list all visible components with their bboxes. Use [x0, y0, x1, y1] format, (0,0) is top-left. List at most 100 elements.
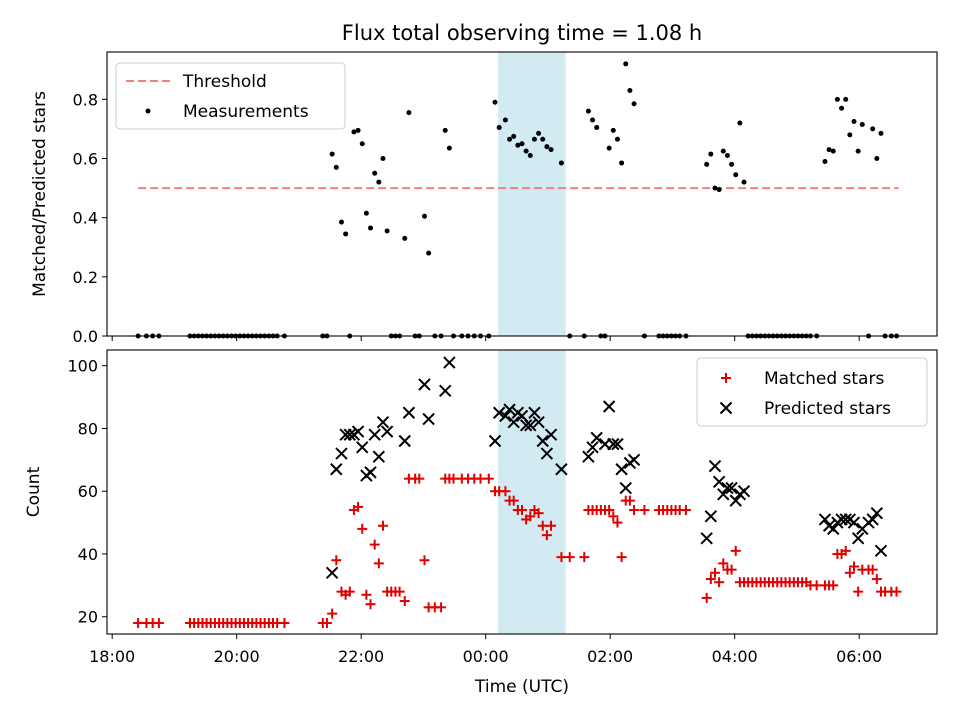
matched-star-point: [718, 558, 729, 569]
ratio-panel: 0.00.20.40.60.8 Matched/Predicted stars …: [30, 51, 938, 346]
measurement-point: [333, 164, 339, 170]
measurement-point: [502, 117, 508, 123]
cross-stroke: [704, 510, 718, 523]
count-legend: Matched stars Predicted stars: [696, 357, 928, 427]
measurement-point: [363, 210, 369, 216]
count-panel: 20 40 60 80 100 18:00 20:00 22:00 00:00 02:00 04:…: [24, 349, 938, 697]
measurement-point: [406, 110, 412, 116]
matched-star-point: [369, 539, 380, 550]
matched-star-point: [533, 508, 544, 519]
cross-stroke: [422, 412, 435, 426]
matched-star-point: [436, 602, 447, 613]
matched-star-point: [483, 473, 494, 484]
measurement-point: [712, 185, 718, 191]
measurement-point: [507, 136, 513, 142]
measurement-point: [558, 160, 564, 166]
cross-stroke: [866, 513, 879, 526]
measurement-point: [870, 126, 876, 132]
cross-stroke: [439, 384, 452, 398]
legend-predicted-label: Predicted stars: [764, 399, 891, 419]
predicted-star-point: [721, 481, 734, 495]
measurement-point: [847, 132, 853, 138]
measurement-point: [741, 179, 747, 185]
x-tick-label: 20:00: [214, 647, 260, 666]
cross-stroke: [380, 425, 394, 438]
predicted-star-point: [507, 415, 520, 429]
measurement-point: [540, 136, 546, 142]
measurement-point: [830, 148, 836, 154]
measurement-point: [733, 172, 739, 178]
measurement-point: [343, 231, 349, 237]
measurement-point: [376, 179, 382, 185]
predicted-star-point: [325, 566, 339, 580]
predicted-star-point: [343, 428, 356, 441]
matched-star-point: [629, 505, 640, 516]
measurement-point: [590, 117, 596, 123]
predicted-star-point: [870, 506, 884, 520]
matched-star-point: [361, 589, 372, 600]
predicted-star-point: [368, 428, 381, 441]
x-tick-label: 06:00: [836, 647, 882, 666]
predicted-star-point: [540, 447, 554, 460]
measurement-point: [631, 101, 637, 107]
cross-stroke: [532, 415, 545, 429]
matched-star-point: [639, 505, 650, 516]
predicted-star-point: [717, 488, 730, 501]
cross-stroke: [719, 401, 733, 415]
cross-stroke: [418, 378, 431, 391]
measurement-point: [708, 151, 714, 157]
measurement-point: [548, 147, 554, 153]
count-points-layer: [133, 356, 902, 629]
predicted-star-point: [398, 434, 411, 448]
measurement-point: [442, 127, 448, 133]
predicted-star-point: [492, 406, 506, 419]
cross-stroke: [874, 544, 888, 558]
cross-stroke: [555, 463, 568, 476]
matched-star-point: [377, 520, 388, 531]
matched-star-point: [327, 608, 338, 619]
measurement-point: [623, 61, 629, 67]
measurement-point: [368, 225, 374, 231]
matched-star-point: [353, 501, 364, 512]
matched-star-point: [680, 505, 691, 516]
predicted-star-point: [372, 450, 386, 463]
matched-star-point: [701, 592, 712, 603]
legend-threshold-label: Threshold: [182, 72, 267, 92]
predicted-star-point: [602, 400, 616, 413]
predicted-star-point: [418, 378, 431, 391]
ratio-x-tick-marks: [111, 336, 860, 341]
cross-stroke: [712, 475, 726, 489]
matched-star-point: [616, 552, 627, 563]
cross-stroke: [615, 463, 628, 476]
ratio-plot-frame: [106, 51, 938, 337]
cross-stroke: [590, 431, 603, 445]
matched-star-point: [608, 511, 619, 522]
cross-stroke: [335, 447, 348, 460]
cross-stroke: [708, 459, 722, 473]
cross-stroke: [488, 434, 502, 448]
measurement-point: [729, 161, 735, 167]
measurement-point: [496, 124, 502, 130]
cross-stroke: [536, 434, 549, 448]
cross-stroke: [372, 450, 386, 463]
measurement-point: [851, 119, 857, 125]
predicted-star-point: [356, 441, 369, 454]
cross-stroke: [619, 481, 632, 495]
predicted-star-point: [524, 419, 537, 432]
measurement-point: [446, 145, 452, 151]
matched-star-point: [709, 567, 720, 578]
measurement-point: [724, 153, 730, 159]
cross-stroke: [343, 428, 356, 441]
measurement-point: [859, 121, 865, 127]
legend-cross-marker: [719, 401, 733, 415]
cross-stroke: [356, 441, 369, 454]
matched-star-point: [891, 586, 902, 597]
count-y-axis-label: Count: [24, 466, 44, 517]
measurement-point: [878, 130, 884, 136]
measurement-point: [511, 133, 517, 139]
x-tick-label: 00:00: [463, 647, 509, 666]
predicted-star-point: [439, 384, 452, 398]
cross-stroke: [503, 403, 516, 416]
measurement-point: [523, 148, 529, 154]
